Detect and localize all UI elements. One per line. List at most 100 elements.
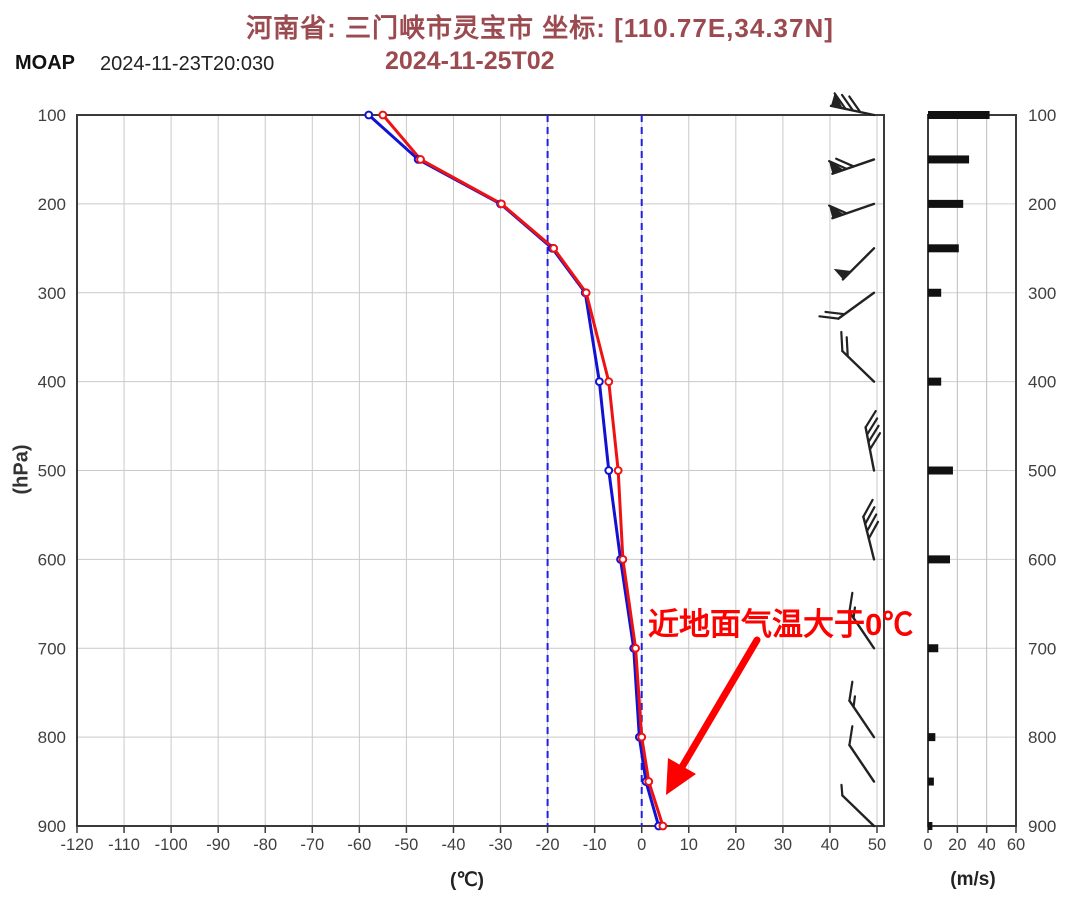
wind-barb-feather — [867, 520, 880, 540]
valid-time-label: 2024-11-25T02 — [385, 47, 555, 75]
wind-barb-feather — [835, 157, 855, 168]
speed-bar-850 — [928, 777, 934, 786]
data-point-profile-red — [378, 110, 388, 120]
wind-barb-shaft — [848, 743, 876, 783]
y-tick-label-left: 800 — [38, 728, 66, 747]
x-tick-label: 10 — [680, 836, 698, 854]
y-tick-label-right: 200 — [1028, 195, 1056, 214]
speed-bar-500 — [928, 466, 953, 475]
y-tick-label-left: 600 — [38, 550, 66, 569]
bar-panel-tick-label: 20 — [948, 836, 966, 854]
plot-border — [76, 114, 885, 827]
wind-barb-100 — [829, 92, 876, 117]
wind-barb-feather — [833, 92, 847, 111]
x-tick-label: -80 — [253, 836, 277, 854]
wind-barb-850 — [848, 725, 876, 783]
wind-barb-900 — [840, 783, 876, 828]
x-tick-label: -60 — [347, 836, 371, 854]
wind-barb-feather — [818, 315, 840, 320]
x-tick-label: 30 — [774, 836, 792, 854]
data-point-profile-blue — [364, 110, 374, 120]
x-tick-label: -100 — [155, 836, 188, 854]
wind-barb-600 — [862, 498, 880, 561]
x-tick-label: 0 — [637, 836, 646, 854]
x-tick-label: -110 — [108, 836, 140, 854]
y-tick-label-right: 500 — [1028, 462, 1056, 481]
wind-barb-feather — [865, 513, 878, 533]
wind-barb-pennant — [833, 268, 852, 280]
x-tick-label: -20 — [536, 836, 560, 854]
data-point-profile-red — [644, 777, 654, 786]
y-tick-label-left: 400 — [38, 373, 66, 392]
y-tick-label-left: 200 — [38, 195, 66, 214]
wind-speed-unit-label: (m/s) — [950, 869, 996, 890]
y-tick-label-left: 300 — [38, 284, 66, 303]
speed-bar-250 — [928, 244, 959, 253]
wind-barb-shaft — [841, 794, 876, 828]
y-tick-label-right: 600 — [1028, 550, 1056, 569]
speed-bar-150 — [928, 155, 970, 164]
data-point-profile-red — [637, 732, 647, 742]
data-point-profile-blue — [604, 466, 614, 475]
x-tick-label: -50 — [394, 836, 418, 854]
wind-barb-700 — [848, 591, 876, 650]
wind-barb-800 — [848, 680, 876, 739]
wind-barb-half-feather — [852, 695, 857, 708]
y-tick-label-left: 700 — [38, 639, 66, 658]
wind-barb-feather — [864, 409, 877, 429]
wind-barb-feather — [848, 680, 854, 702]
wind-barb-pennant — [830, 92, 843, 109]
wind-barb-feather — [867, 424, 880, 444]
speed-bar-900 — [928, 822, 933, 830]
y-tick-label-left: 100 — [38, 106, 66, 125]
wind-barb-200 — [828, 202, 876, 220]
data-point-profile-red — [497, 199, 506, 209]
y-tick-label-right: 100 — [1028, 106, 1056, 125]
wind-barb-half-feather — [852, 606, 857, 620]
x-tick-label: -10 — [583, 836, 607, 854]
wind-barb-shaft — [831, 202, 876, 220]
data-point-profile-red — [416, 155, 425, 164]
annotation-arrow-head — [666, 758, 696, 795]
speed-bar-100 — [928, 111, 990, 119]
y-tick-label-right: 900 — [1028, 817, 1056, 836]
x-tick-label: -70 — [300, 836, 324, 854]
speed-bar-700 — [928, 644, 939, 653]
wind-barb-feather — [845, 336, 849, 358]
annotation-arrow-shaft — [678, 636, 761, 771]
data-point-profile-red — [631, 643, 640, 653]
page-title: 河南省: 三门峡市灵宝市 坐标: [110.77E,34.37N] — [246, 13, 834, 43]
x-tick-label: -90 — [206, 836, 230, 854]
wind-barb-half-feather — [840, 783, 844, 797]
wind-barb-feather — [840, 93, 855, 112]
wind-barb-shaft — [841, 247, 876, 281]
y-tick-label-right: 800 — [1028, 728, 1056, 747]
y-tick-label-right: 700 — [1028, 639, 1056, 658]
data-point-profile-red — [613, 466, 623, 475]
data-point-profile-blue — [594, 377, 604, 387]
x-tick-label: 40 — [821, 836, 839, 854]
speed-bar-200 — [928, 199, 964, 208]
surface-temp-annotation: 近地面气温大于0℃ — [648, 607, 914, 642]
wind-barb-500 — [864, 409, 882, 472]
y-axis-unit-label: (hPa) — [10, 444, 33, 495]
wind-barb-300 — [818, 291, 876, 320]
bar-panel-tick-label: 40 — [977, 836, 995, 854]
wind-barb-250 — [833, 247, 876, 281]
wind-barb-400 — [840, 330, 876, 383]
x-tick-label: -120 — [60, 836, 93, 854]
speed-bar-300 — [928, 288, 942, 297]
x-tick-label: -30 — [489, 836, 513, 854]
data-point-profile-red — [604, 377, 614, 387]
wind-barb-feather — [840, 330, 844, 353]
data-point-profile-red — [618, 554, 628, 564]
y-tick-label-right: 300 — [1028, 284, 1056, 303]
wind-barb-feather — [828, 160, 848, 170]
speed-bar-600 — [928, 555, 950, 564]
x-tick-label: 50 — [868, 836, 886, 854]
x-axis-unit-label: (℃) — [450, 870, 484, 891]
wind-barb-feather — [828, 204, 848, 215]
bar-panel-tick-label: 0 — [923, 836, 932, 854]
